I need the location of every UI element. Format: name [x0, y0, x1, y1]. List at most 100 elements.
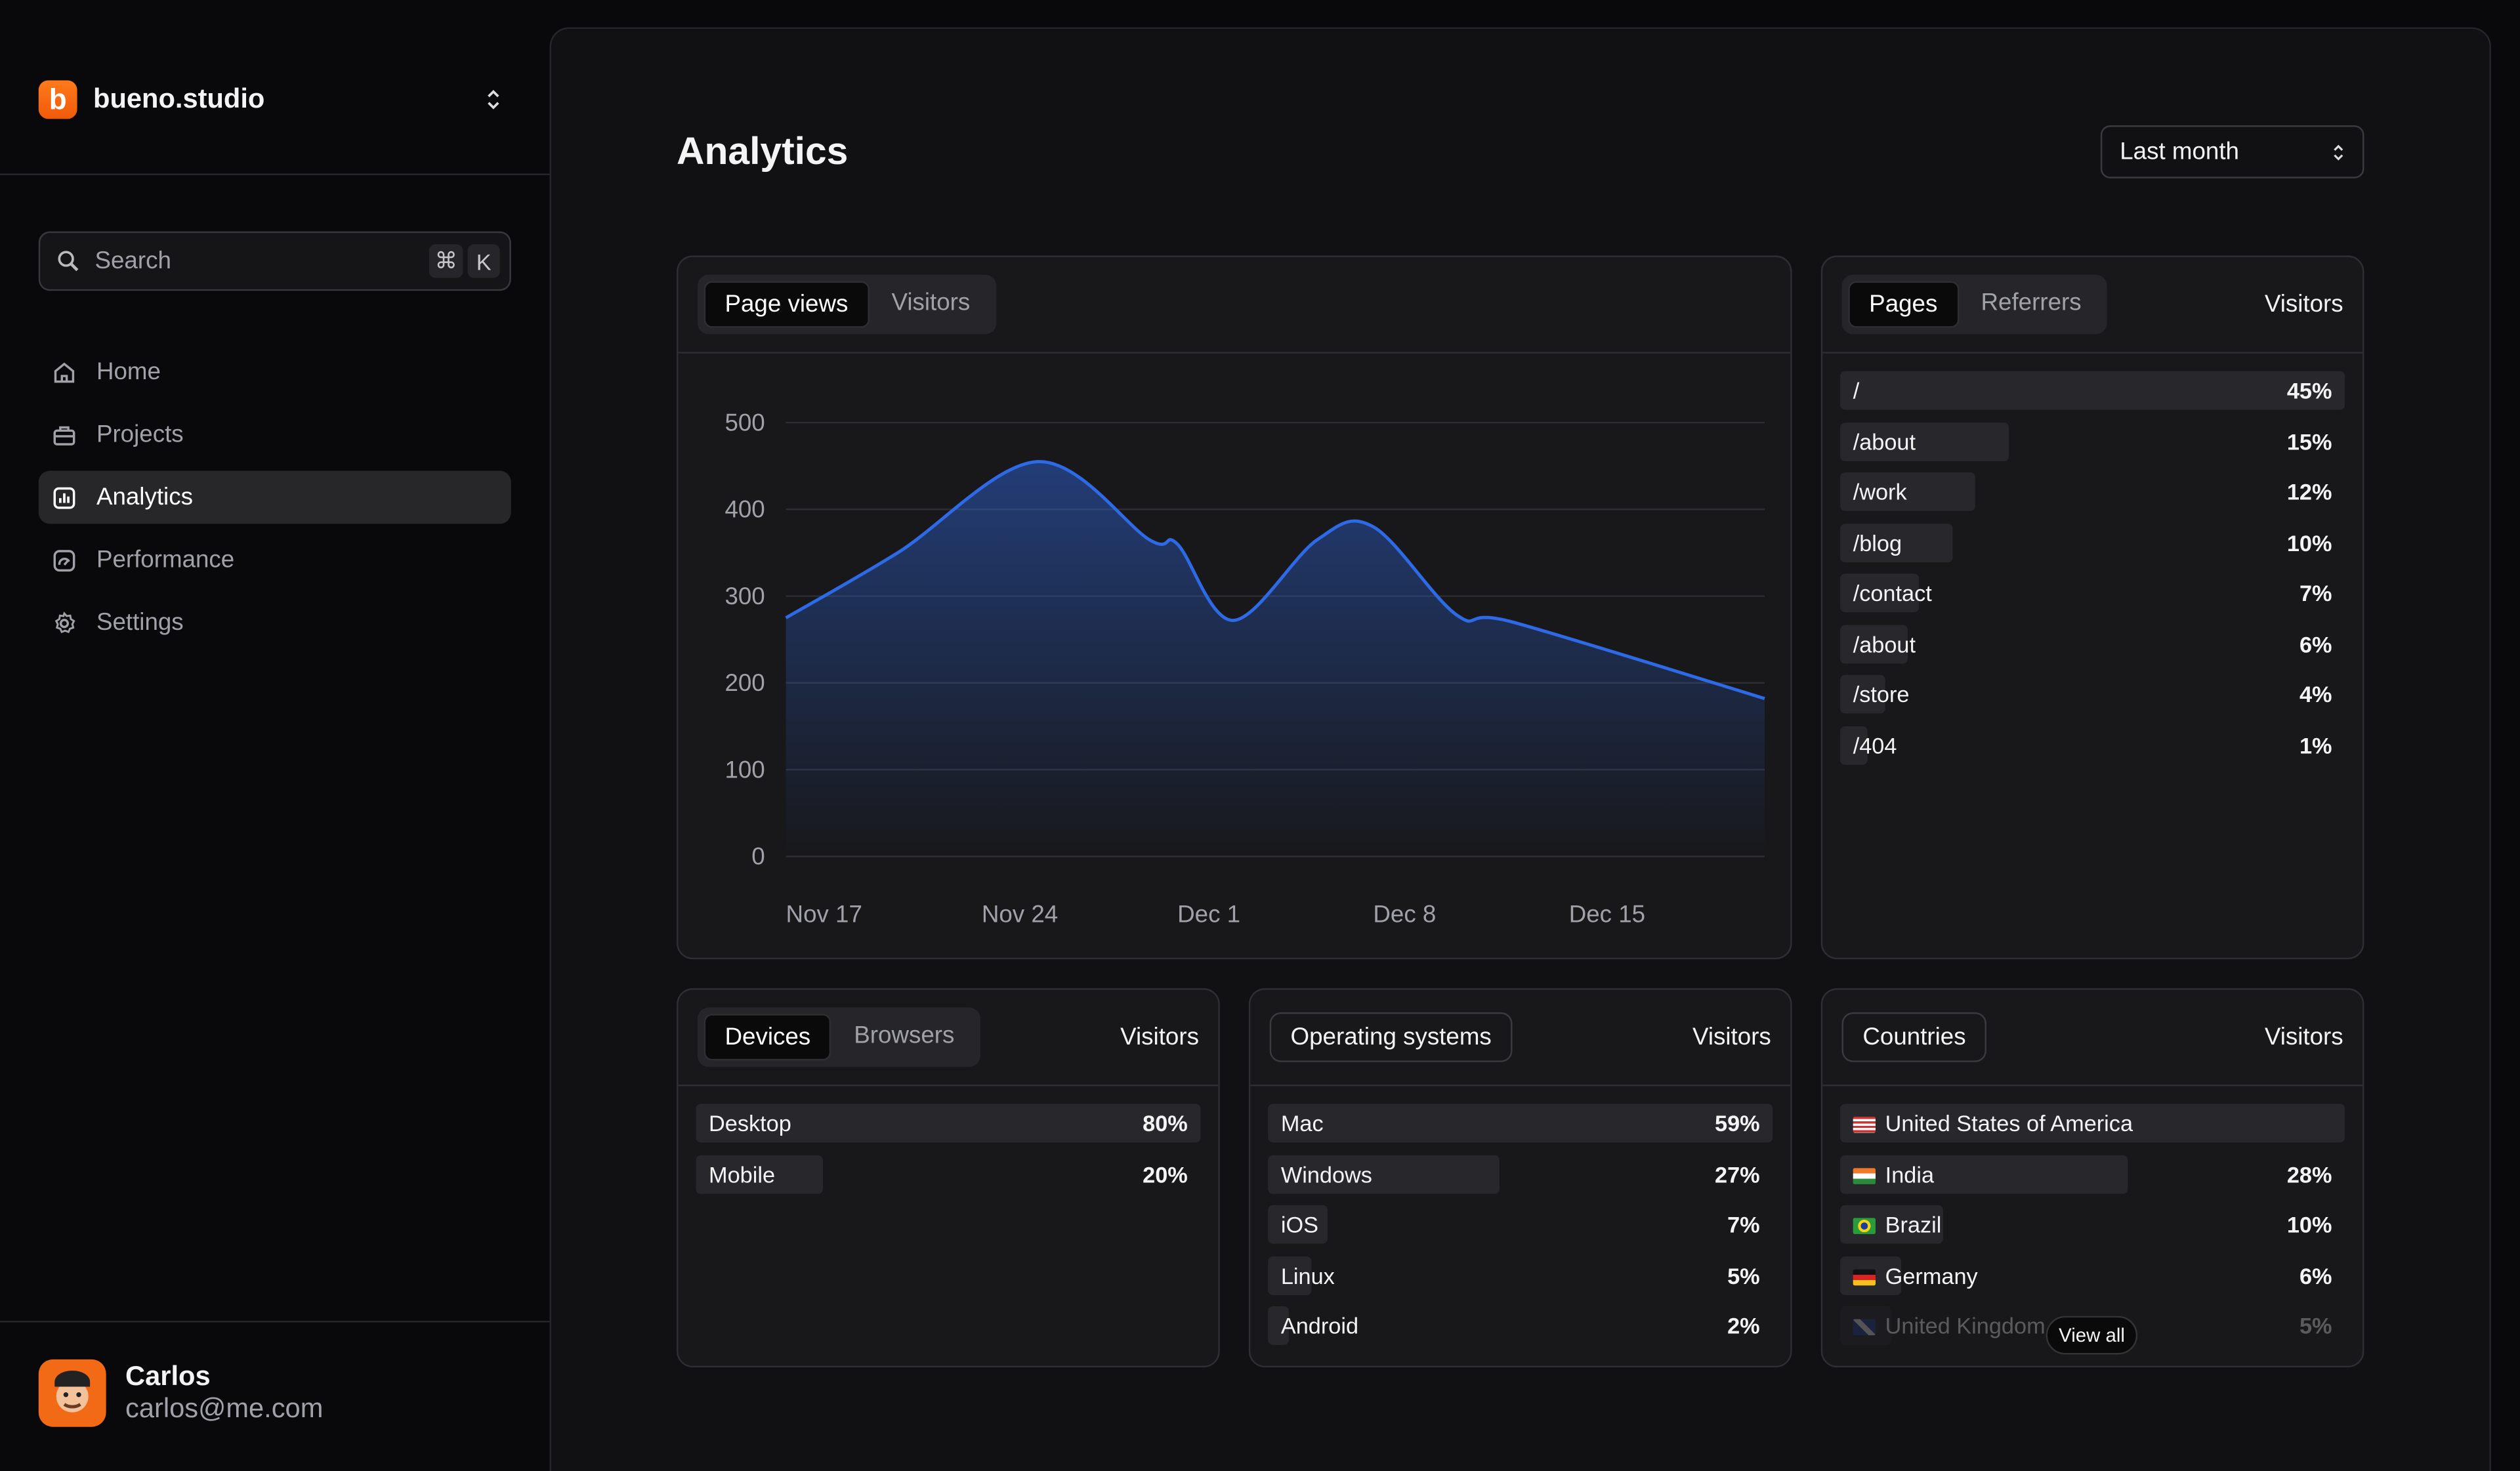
x-tick-label: Dec 8 — [1373, 901, 1436, 928]
item-label-text: Android — [1280, 1312, 1359, 1339]
bar-fill — [1840, 674, 1885, 714]
sidebar-item-label: Performance — [96, 546, 235, 574]
list-item[interactable]: Mobile 20% — [696, 1154, 1200, 1193]
search-placeholder: Search — [94, 247, 171, 275]
y-tick-label: 0 — [751, 843, 765, 870]
os-title-button[interactable]: Operating systems — [1269, 1012, 1513, 1062]
workspace-name: bueno.studio — [93, 83, 265, 114]
y-tick-label: 300 — [724, 583, 765, 610]
pages-tabs: Pages Referrers — [1841, 274, 2107, 335]
list-item[interactable]: United Kingdom 5% — [1840, 1306, 2345, 1345]
bar-fill — [1840, 1104, 2345, 1143]
chevron-up-down-icon[interactable] — [486, 89, 501, 116]
item-label: Linux — [1281, 1262, 1335, 1288]
sidebar-item-settings[interactable]: Settings — [39, 596, 511, 650]
list-item[interactable]: India 28% — [1840, 1154, 2345, 1193]
bar-fill — [1840, 523, 1952, 562]
area-chart: 0 100 200 300 400 500 Nov 17 Nov 24 Dec 1 Dec 8 De… — [724, 409, 1765, 928]
flag-de-icon — [1853, 1268, 1876, 1285]
tab-devices[interactable]: Devices — [704, 1014, 832, 1061]
y-tick-label: 100 — [724, 756, 765, 783]
date-range-select[interactable]: Last month — [2100, 125, 2364, 178]
item-value: 7% — [2299, 580, 2332, 606]
list-item[interactable]: Mac 59% — [1268, 1104, 1773, 1143]
sidebar-item-home[interactable]: Home — [39, 346, 511, 399]
bar-fill — [1268, 1306, 1290, 1345]
list-item[interactable]: Linux 5% — [1268, 1255, 1773, 1295]
tab-pages[interactable]: Pages — [1848, 281, 1959, 328]
list-item[interactable]: /contact 7% — [1840, 573, 2345, 613]
item-label: /blog — [1853, 529, 1902, 555]
item-label-text: United Kingdom — [1885, 1312, 2046, 1339]
home-icon — [54, 362, 75, 383]
item-label-text: United States of America — [1885, 1110, 2133, 1136]
list-item[interactable]: /about 6% — [1840, 624, 2345, 663]
flag-in-icon — [1853, 1167, 1876, 1184]
column-header: Visitors — [2264, 1024, 2343, 1051]
item-value: 15% — [2286, 428, 2332, 454]
countries-list: United States of America India 28% Brazil 10… — [1822, 1087, 2362, 1345]
tab-browsers[interactable]: Browsers — [854, 1022, 955, 1050]
tab-page-views[interactable]: Page views — [704, 281, 870, 328]
item-value: 59% — [1715, 1110, 1760, 1136]
list-item[interactable]: /404 1% — [1840, 725, 2345, 764]
item-label-text: /blog — [1853, 529, 1902, 556]
traffic-tabs: Page views Visitors — [697, 274, 996, 335]
item-label-text: Desktop — [709, 1110, 791, 1136]
devices-list: Desktop 80% Mobile 20% — [678, 1087, 1218, 1193]
item-label: Windows — [1281, 1161, 1372, 1186]
list-item[interactable]: / 45% — [1840, 371, 2345, 410]
item-label-text: /about — [1853, 631, 1916, 657]
list-item[interactable]: Germany 6% — [1840, 1255, 2345, 1295]
item-label: Mac — [1281, 1110, 1324, 1136]
view-all-button[interactable]: View all — [2046, 1316, 2138, 1355]
item-label: Desktop — [709, 1110, 791, 1136]
flag-br-icon — [1853, 1218, 1876, 1234]
item-label-text: Linux — [1280, 1262, 1335, 1288]
sidebar-item-label: Home — [96, 358, 161, 386]
x-tick-label: Nov 24 — [982, 901, 1058, 928]
list-item[interactable]: /about 15% — [1840, 421, 2345, 461]
item-label: iOS — [1281, 1212, 1318, 1237]
item-label-text: /about — [1853, 428, 1916, 454]
countries-title-button[interactable]: Countries — [1841, 1012, 1987, 1062]
list-item[interactable]: iOS 7% — [1268, 1205, 1773, 1244]
k-key: K — [467, 244, 500, 278]
traffic-chart-card: Page views Visitors 0 100 200 300 400 500 Nov … — [677, 255, 1792, 960]
item-value: 2% — [1727, 1312, 1760, 1339]
series-line — [785, 460, 1765, 700]
search-input[interactable]: Search ⌘ K — [38, 231, 511, 291]
sidebar-item-performance[interactable]: Performance — [39, 533, 511, 587]
main-panel: Analytics Last month Page views Visitors… — [549, 27, 2491, 1471]
item-label-text: India — [1885, 1161, 1935, 1187]
item-value: 12% — [2286, 478, 2332, 505]
item-label-text: iOS — [1280, 1211, 1319, 1237]
item-value: 28% — [2286, 1161, 2332, 1187]
list-item[interactable]: Brazil 10% — [1840, 1205, 2345, 1244]
list-item[interactable]: /work 12% — [1840, 472, 2345, 511]
sidebar-item-projects[interactable]: Projects — [39, 408, 511, 461]
list-item[interactable]: Desktop 80% — [696, 1104, 1201, 1143]
sidebar-item-label: Settings — [96, 609, 184, 636]
list-item[interactable]: /blog 10% — [1840, 523, 2345, 562]
item-label: /404 — [1853, 732, 1897, 758]
sidebar-nav: Home Projects Analytics Performance Sett… — [38, 346, 511, 659]
tab-referrers[interactable]: Referrers — [1981, 289, 2082, 317]
item-value: 6% — [2299, 631, 2332, 657]
item-value: 27% — [1715, 1161, 1760, 1187]
tab-visitors[interactable]: Visitors — [891, 289, 971, 317]
list-item[interactable]: Android 2% — [1268, 1306, 1773, 1345]
user-profile[interactable]: Carlos carlos@me.com — [38, 1359, 323, 1427]
sidebar-item-analytics[interactable]: Analytics — [38, 470, 511, 524]
list-item[interactable]: United States of America — [1840, 1104, 2345, 1143]
x-tick-label: Nov 17 — [786, 901, 862, 928]
item-value: 45% — [2286, 377, 2332, 404]
list-item[interactable]: Windows 27% — [1268, 1154, 1773, 1193]
list-item[interactable]: /store 4% — [1840, 674, 2345, 714]
workspace-switcher[interactable]: b bueno.studio — [38, 80, 265, 119]
item-label: / — [1853, 378, 1860, 404]
item-label: United States of America — [1853, 1110, 2133, 1136]
item-label: /about — [1853, 428, 1916, 454]
x-tick-label: Dec 1 — [1177, 901, 1240, 928]
brand-logo: b — [38, 80, 77, 119]
